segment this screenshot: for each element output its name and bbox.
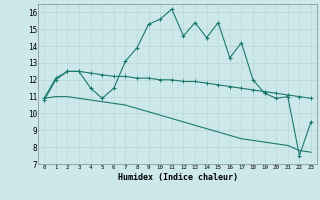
X-axis label: Humidex (Indice chaleur): Humidex (Indice chaleur) — [118, 173, 238, 182]
